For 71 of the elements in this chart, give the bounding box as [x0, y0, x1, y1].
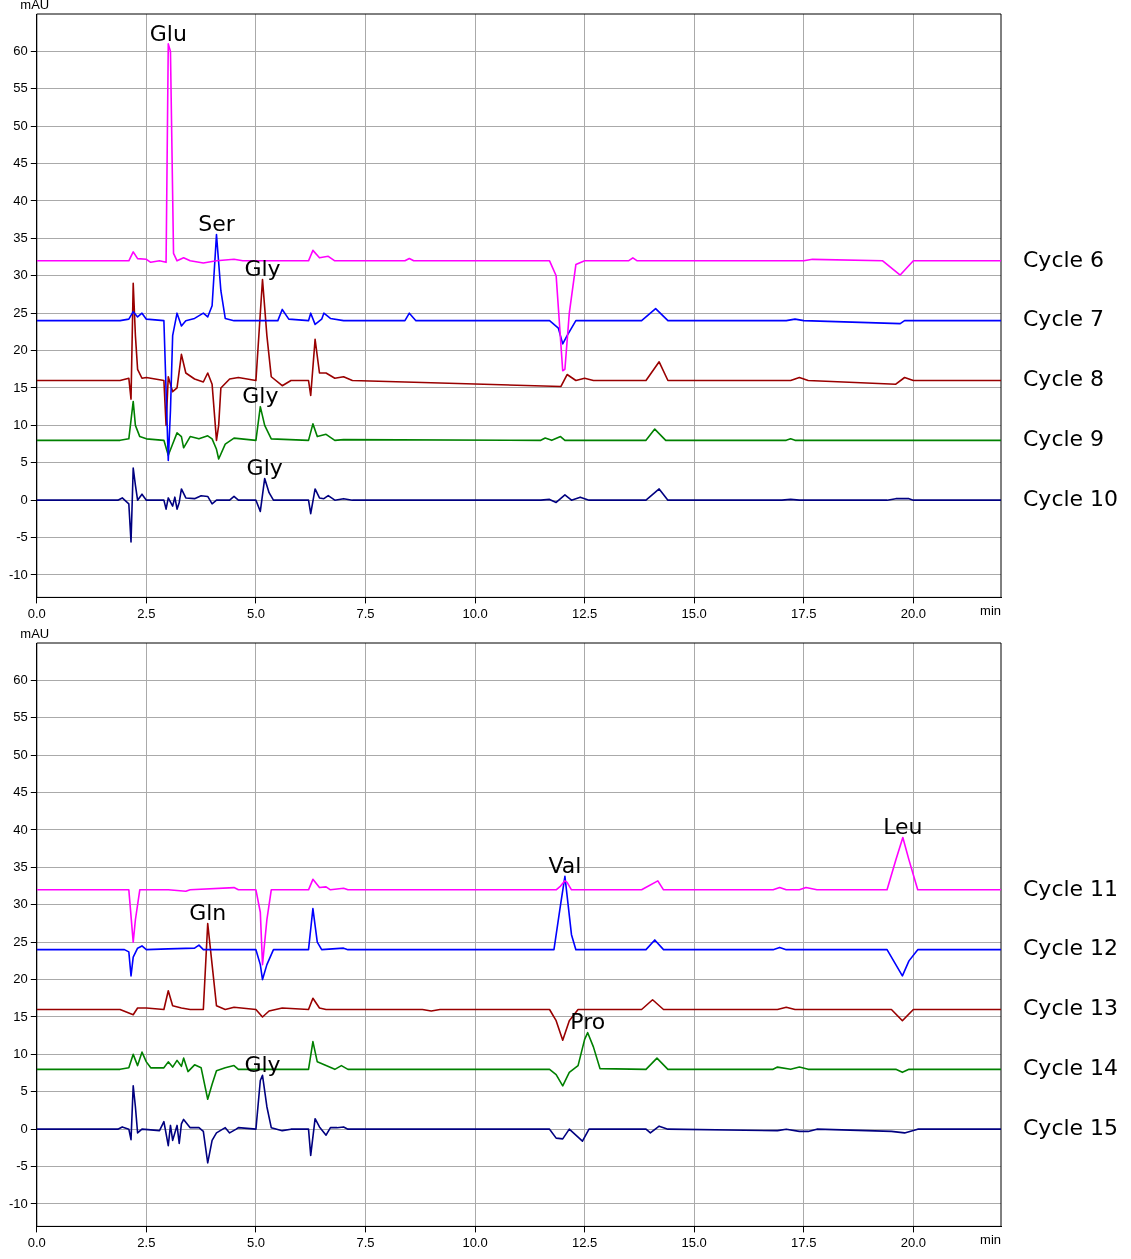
- annotation: Leu: [883, 814, 923, 840]
- y-tick-label: 15: [13, 379, 28, 395]
- x-tick-label: 12.5: [571, 1234, 598, 1250]
- y-tick-label: 60: [13, 671, 28, 687]
- y-axis-title: mAU: [20, 0, 50, 13]
- x-tick-label: 0.0: [27, 605, 46, 621]
- x-tick-label: 5.0: [246, 1234, 265, 1250]
- x-tick-label: 15.0: [681, 605, 707, 621]
- series-label: Cycle 11: [1023, 875, 1119, 901]
- annotation: Ser: [198, 211, 236, 237]
- x-tick-label: 5.0: [246, 605, 265, 621]
- y-tick-label: 50: [13, 117, 28, 133]
- x-tick-label: 7.5: [356, 605, 375, 621]
- annotation: Gly: [242, 383, 279, 409]
- y-tick-label: -5: [16, 1158, 28, 1174]
- y-tick-label: 50: [13, 746, 28, 762]
- x-tick-label: 2.5: [137, 1234, 156, 1250]
- y-tick-label: 30: [13, 267, 28, 283]
- y-axis-title: mAU: [20, 626, 50, 642]
- y-tick-label: 0: [20, 491, 28, 507]
- x-axis-title: min: [980, 603, 1001, 619]
- y-tick-label: 40: [13, 192, 28, 208]
- y-tick-label: 25: [13, 304, 28, 320]
- y-tick-label: 45: [13, 784, 28, 800]
- y-tick-label: 5: [20, 454, 28, 470]
- y-tick-label: 60: [13, 42, 28, 58]
- annotation: Gly: [246, 455, 283, 481]
- annotation: Gln: [189, 900, 227, 926]
- y-tick-label: 40: [13, 821, 28, 837]
- series-label: Cycle 8: [1023, 366, 1105, 392]
- x-tick-label: 17.5: [791, 1234, 817, 1250]
- series-label: Cycle 14: [1023, 1055, 1119, 1081]
- y-tick-label: 35: [13, 858, 28, 874]
- annotation: Val: [548, 853, 582, 879]
- y-tick-label: -5: [16, 529, 28, 545]
- y-tick-label: 20: [13, 342, 28, 358]
- series-label: Cycle 9: [1023, 426, 1105, 452]
- y-tick-label: 10: [13, 1045, 28, 1061]
- x-tick-label: 12.5: [571, 605, 598, 621]
- series-label: Cycle 15: [1023, 1114, 1119, 1140]
- y-tick-label: 0: [20, 1120, 28, 1136]
- x-tick-label: 10.0: [462, 1234, 488, 1250]
- y-tick-label: 25: [13, 933, 28, 949]
- y-tick-label: 15: [13, 1008, 28, 1024]
- series-label: Cycle 12: [1023, 935, 1119, 961]
- annotation: Gly: [244, 256, 281, 282]
- x-tick-label: 20.0: [900, 1234, 926, 1250]
- x-tick-label: 2.5: [137, 605, 156, 621]
- x-tick-label: 10.0: [462, 605, 488, 621]
- y-tick-label: -10: [8, 566, 28, 582]
- x-tick-label: 15.0: [681, 1234, 707, 1250]
- x-axis-title: min: [980, 1232, 1001, 1248]
- x-tick-label: 20.0: [900, 605, 926, 621]
- series-label: Cycle 10: [1023, 485, 1119, 511]
- series-label: Cycle 7: [1023, 306, 1105, 332]
- y-tick-label: 55: [13, 80, 28, 96]
- y-tick-label: -10: [8, 1195, 28, 1211]
- annotation: Glu: [149, 20, 187, 46]
- y-tick-label: 35: [13, 229, 28, 245]
- y-tick-label: 55: [13, 709, 28, 725]
- y-tick-label: 20: [13, 971, 28, 987]
- y-tick-label: 10: [13, 416, 28, 432]
- x-tick-label: 0.0: [27, 1234, 46, 1250]
- x-tick-label: 17.5: [791, 605, 817, 621]
- y-tick-label: 30: [13, 896, 28, 912]
- series-label: Cycle 13: [1023, 995, 1119, 1021]
- x-tick-label: 7.5: [356, 1234, 375, 1250]
- y-tick-label: 45: [13, 155, 28, 171]
- series-label: Cycle 6: [1023, 246, 1105, 272]
- annotation: Pro: [570, 1009, 606, 1035]
- y-tick-label: 5: [20, 1083, 28, 1099]
